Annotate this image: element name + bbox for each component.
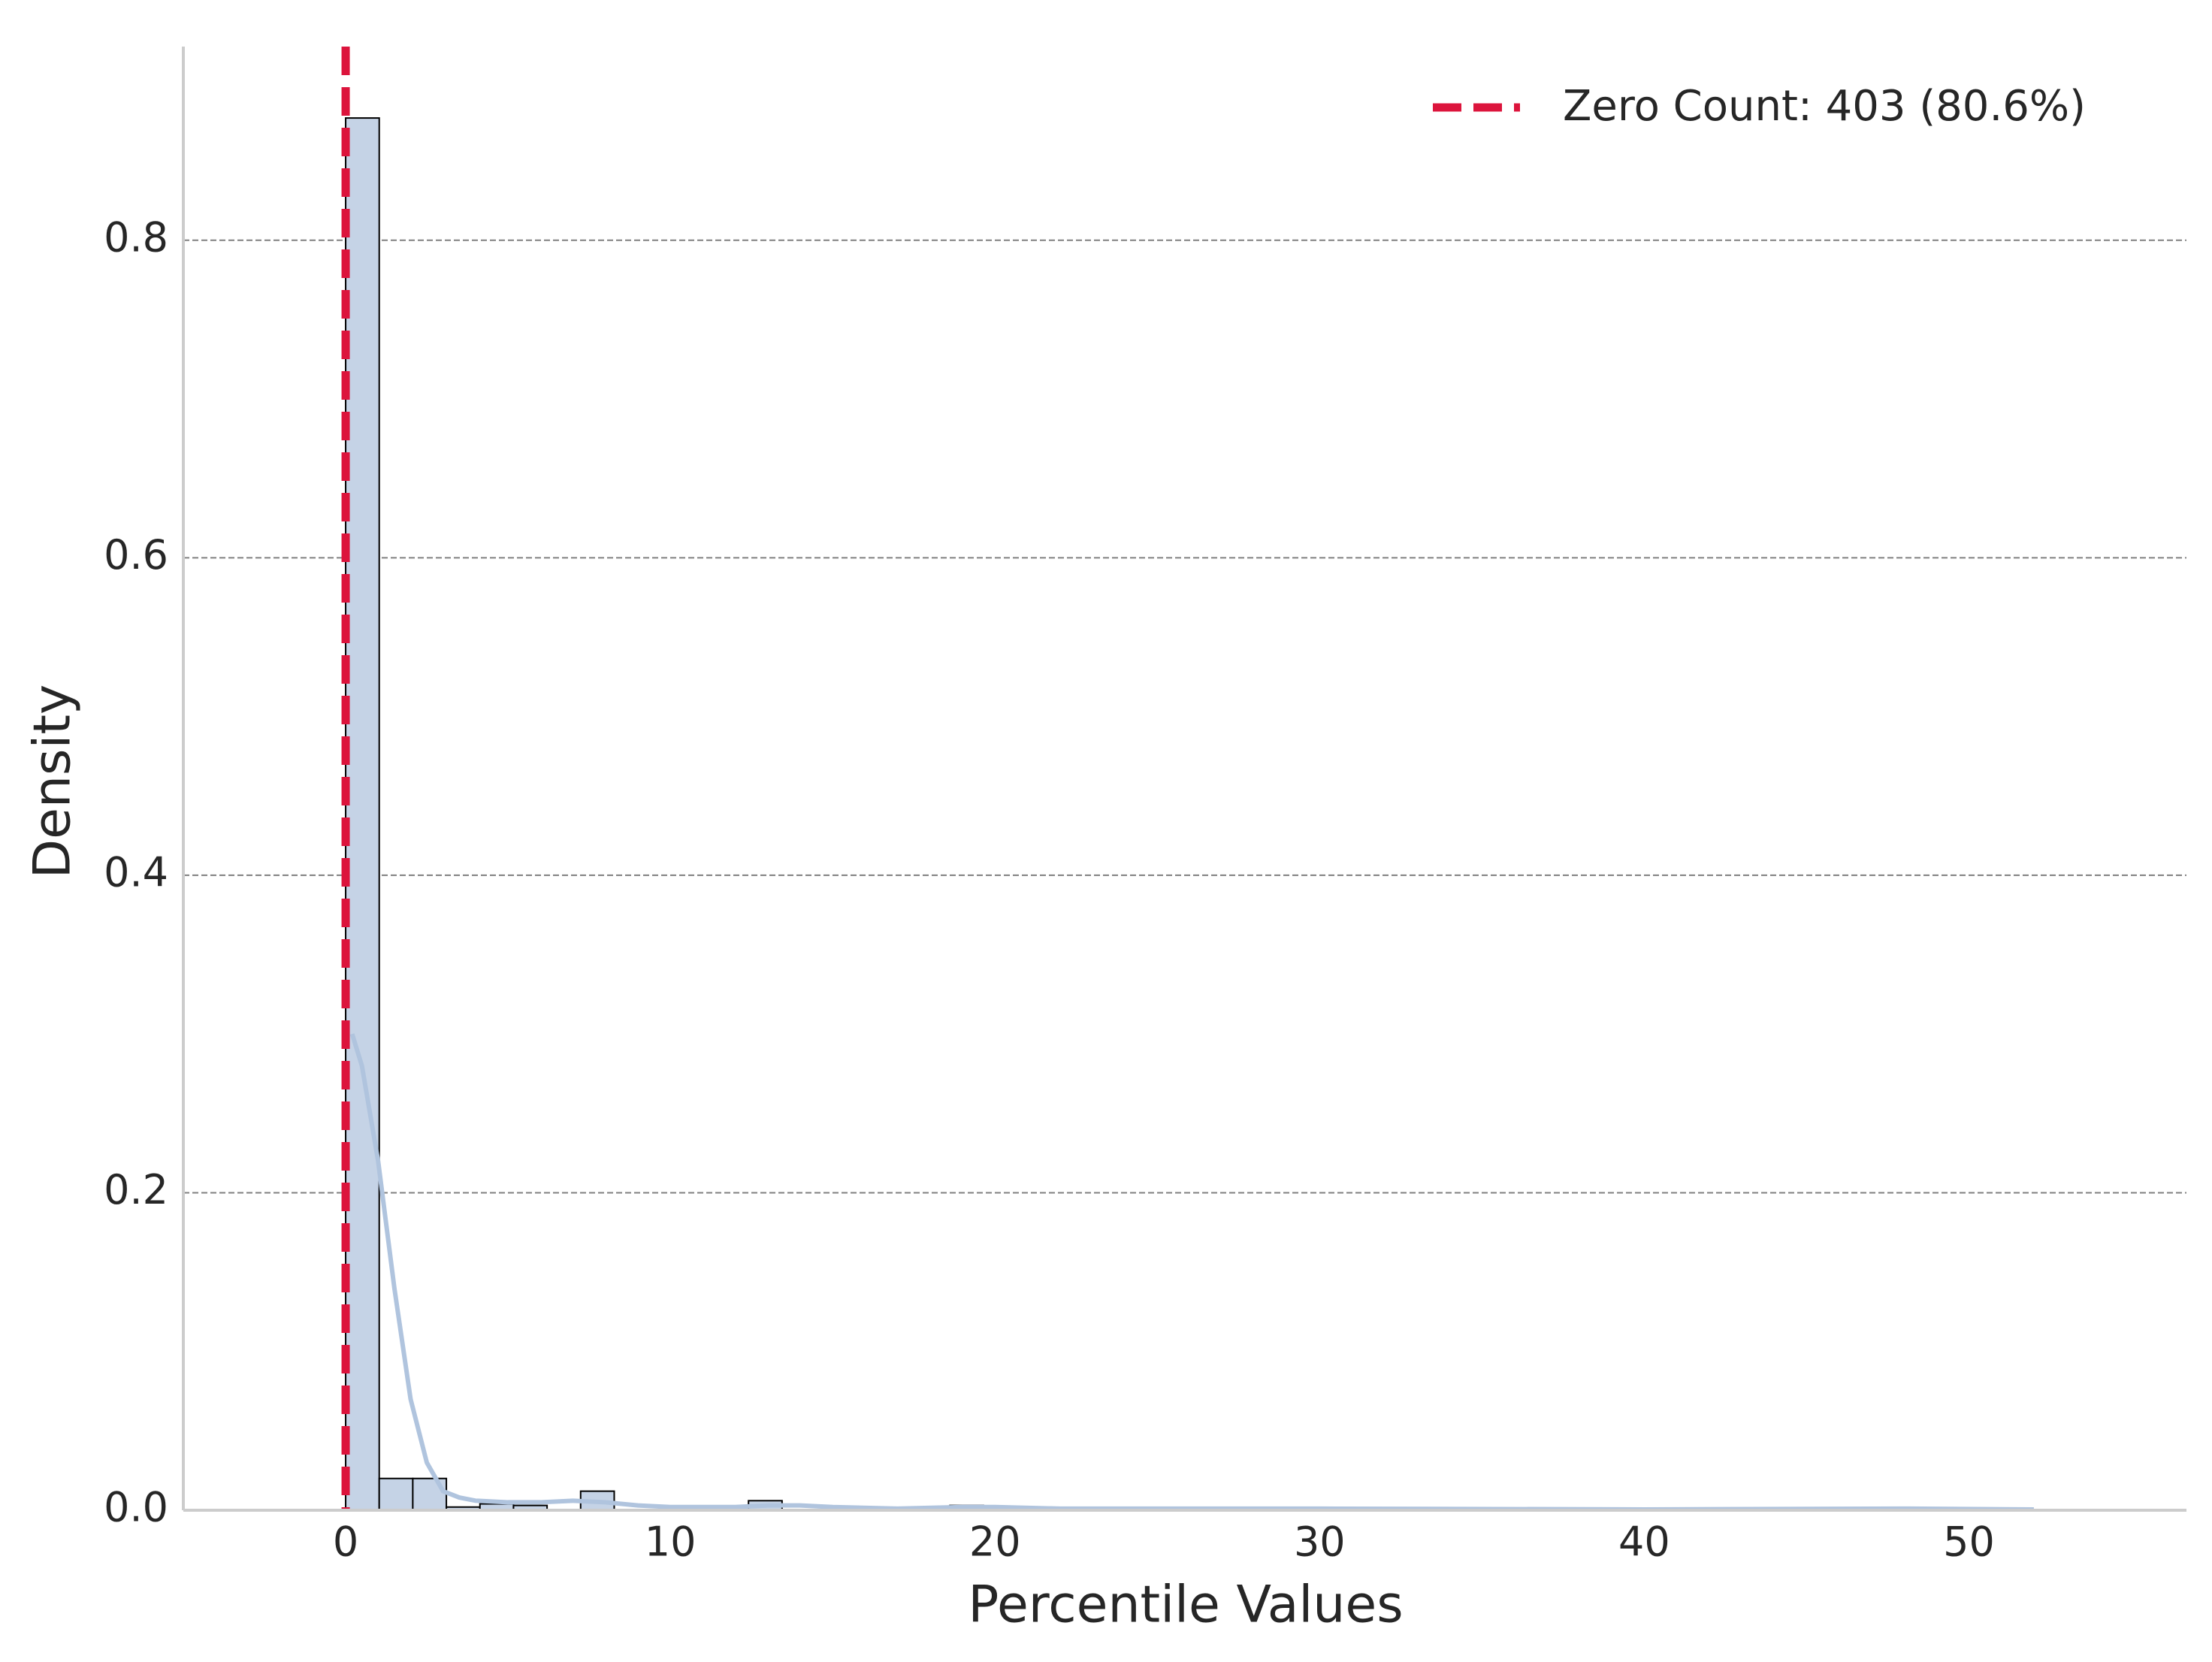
x-tick-label: 30	[1294, 1518, 1346, 1566]
histogram-bar	[378, 1477, 414, 1511]
legend-label: Zero Count: 403 (80.6%)	[1563, 82, 2086, 131]
x-tick-label: 0	[333, 1518, 358, 1566]
x-tick-label: 10	[645, 1518, 697, 1566]
x-tick-label: 20	[969, 1518, 1021, 1566]
kde-line	[349, 1033, 2034, 1512]
y-tick-label: 0.4	[104, 849, 168, 896]
x-tick-label: 40	[1618, 1518, 1670, 1566]
y-tick-label: 0.2	[104, 1166, 168, 1213]
histogram-bar	[345, 117, 380, 1511]
y-tick-label: 0.0	[104, 1484, 168, 1531]
x-axis-label: Percentile Values	[968, 1576, 1403, 1635]
x-tick-label: 50	[1943, 1518, 1995, 1566]
y-tick-label: 0.8	[104, 213, 168, 261]
y-axis-label: Density	[23, 684, 83, 879]
histogram-bar	[412, 1477, 448, 1511]
y-tick-label: 0.6	[104, 531, 168, 579]
